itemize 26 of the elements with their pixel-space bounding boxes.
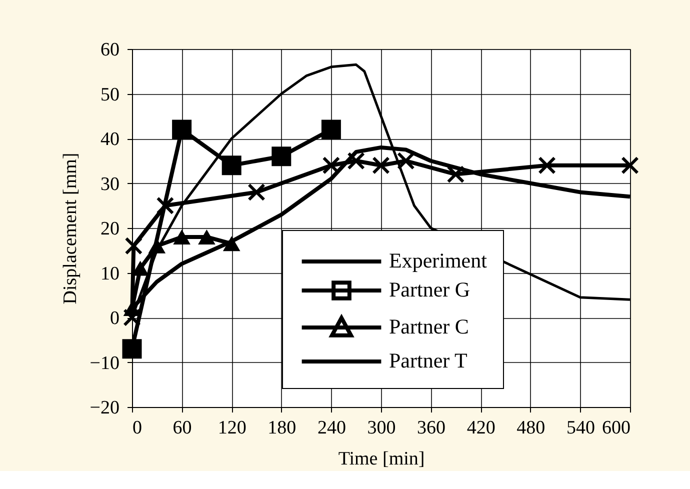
legend-label: Partner G xyxy=(389,278,470,302)
x-tick-label: 120 xyxy=(218,418,246,438)
x-axis-title: Time [min] xyxy=(338,448,425,470)
x-tick-label: 240 xyxy=(317,418,346,438)
y-tick-label: 60 xyxy=(100,40,120,60)
legend-label: Partner C xyxy=(389,314,469,338)
x-tick-label: 300 xyxy=(367,418,396,438)
x-tick-label: 60 xyxy=(172,418,192,438)
x-tick-label: 0 xyxy=(132,418,142,438)
x-tick-label: 540 xyxy=(566,418,595,438)
y-axis-title: Displacement [mm] xyxy=(60,152,81,304)
y-tick-label: 40 xyxy=(100,129,120,150)
legend-label: Partner T xyxy=(389,348,468,372)
legend-label: Experiment xyxy=(389,248,488,272)
y-tick-label: 50 xyxy=(100,84,120,106)
y-tick-label: 30 xyxy=(100,174,120,195)
y-tick-label: −20 xyxy=(90,398,120,418)
y-tick-label: 0 xyxy=(110,308,120,329)
y-tick-label: 20 xyxy=(100,218,120,240)
x-tick-label: 480 xyxy=(516,418,546,438)
x-tick-label: 420 xyxy=(466,418,496,438)
x-tick-label: 360 xyxy=(417,418,446,438)
y-tick-label: 10 xyxy=(100,263,120,284)
x-tick-label: 600 xyxy=(602,418,630,438)
y-tick-label: −10 xyxy=(90,352,120,374)
x-tick-label: 180 xyxy=(268,418,296,438)
